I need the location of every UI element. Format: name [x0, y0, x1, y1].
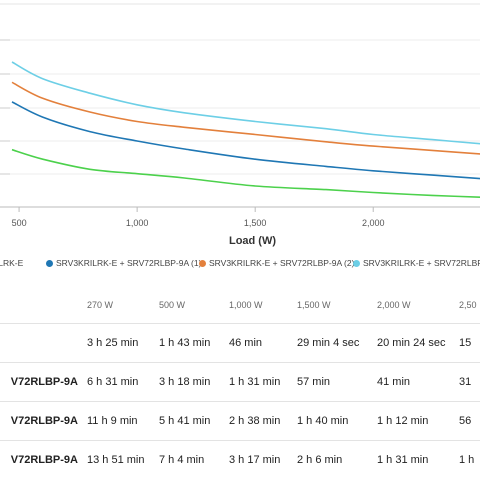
table-cell: 56 — [456, 401, 480, 441]
row-model: V72RLBP-9A — [0, 401, 84, 441]
table-cell: 3 h 17 min — [226, 440, 294, 479]
table-cell: 31 — [456, 362, 480, 402]
table-cell: 20 min 24 sec — [374, 323, 456, 363]
table-header-row: 270 W 500 W 1,000 W 1,500 W 2,000 W 2,50 — [0, 286, 480, 324]
chart-legend: SRV3KRILRK-E SRV3KRILRK-E + SRV72RLBP-9A… — [0, 258, 480, 272]
legend-dot-icon — [46, 259, 53, 267]
header-270w: 270 W — [87, 299, 114, 310]
table-cell: 1 h 43 min — [156, 323, 226, 363]
legend-label: SRV3KRILRK-E + SRV72RLBP-9A (2) — [209, 258, 355, 268]
table-cell: 2 h 6 min — [294, 440, 374, 479]
table-cell: 1 h — [456, 440, 480, 479]
x-tick-label: 2,000 — [362, 218, 385, 228]
runtime-table: 270 W 500 W 1,000 W 1,500 W 2,000 W 2,50… — [0, 286, 480, 479]
runtime-chart: 500 1,000 1,500 2,000 Load (W) — [0, 3, 480, 247]
x-tick-label: 1,000 — [126, 218, 149, 228]
table-cell: 1 h 12 min — [374, 401, 456, 441]
legend-label: SRV3KRILRK-E + SRV72RLBP-9A (1) — [56, 258, 202, 268]
table-cell: 1 h 40 min — [294, 401, 374, 441]
legend-item-4[interactable]: SRV3KRILRK-E + SRV72RLBP-9A (3) — [353, 258, 480, 268]
table-row: V72RLBP-9A 6 h 31 min 3 h 18 min 1 h 31 … — [0, 362, 480, 402]
table-row: 3 h 25 min 1 h 43 min 46 min 29 min 4 se… — [0, 323, 480, 363]
chart-svg: 500 1,000 1,500 2,000 — [0, 3, 480, 228]
header-500w: 500 W — [159, 299, 186, 310]
table-cell: 11 h 9 min — [84, 401, 156, 441]
table-cell: 3 h 18 min — [156, 362, 226, 402]
table-row: V72RLBP-9A 11 h 9 min 5 h 41 min 2 h 38 … — [0, 401, 480, 441]
header-2500w: 2,50 — [459, 299, 477, 310]
row-model: V72RLBP-9A — [0, 362, 84, 402]
series-line-2 — [11, 101, 480, 180]
x-axis-label: Load (W) — [228, 235, 277, 247]
legend-item-1[interactable]: SRV3KRILRK-E — [0, 258, 23, 268]
legend-dot-icon — [199, 259, 206, 267]
table-cell: 5 h 41 min — [156, 401, 226, 441]
table-cell: 41 min — [374, 362, 456, 402]
table-cell: 6 h 31 min — [84, 362, 156, 402]
table-cell: 13 h 51 min — [84, 440, 156, 479]
x-tick-label: 500 — [12, 218, 27, 228]
header-1000w: 1,000 W — [229, 299, 263, 310]
legend-item-2[interactable]: SRV3KRILRK-E + SRV72RLBP-9A (1) — [46, 258, 201, 268]
row-model — [0, 323, 84, 363]
table-cell: 57 min — [294, 362, 374, 402]
header-model — [0, 286, 84, 324]
table-cell: 2 h 38 min — [226, 401, 294, 441]
legend-dot-icon — [353, 259, 360, 267]
legend-label: SRV3KRILRK-E + SRV72RLBP-9A (3) — [363, 258, 480, 268]
table-cell: 1 h 31 min — [226, 362, 294, 402]
table-cell: 29 min 4 sec — [294, 323, 374, 363]
row-model: V72RLBP-9A — [0, 440, 84, 479]
table-cell: 7 h 4 min — [156, 440, 226, 479]
header-1500w: 1,500 W — [297, 299, 331, 310]
series-line-4 — [11, 61, 480, 145]
series-line-1 — [11, 148, 480, 198]
table-cell: 1 h 31 min — [374, 440, 456, 479]
table-cell: 3 h 25 min — [84, 323, 156, 363]
table-cell: 46 min — [226, 323, 294, 363]
table-row: V72RLBP-9A 13 h 51 min 7 h 4 min 3 h 17 … — [0, 440, 480, 479]
x-tick-label: 1,500 — [244, 218, 267, 228]
series-line-3 — [11, 81, 480, 155]
legend-label: SRV3KRILRK-E — [0, 258, 24, 268]
legend-item-3[interactable]: SRV3KRILRK-E + SRV72RLBP-9A (2) — [199, 258, 354, 268]
table-cell: 15 — [456, 323, 480, 363]
header-2000w: 2,000 W — [377, 299, 411, 310]
